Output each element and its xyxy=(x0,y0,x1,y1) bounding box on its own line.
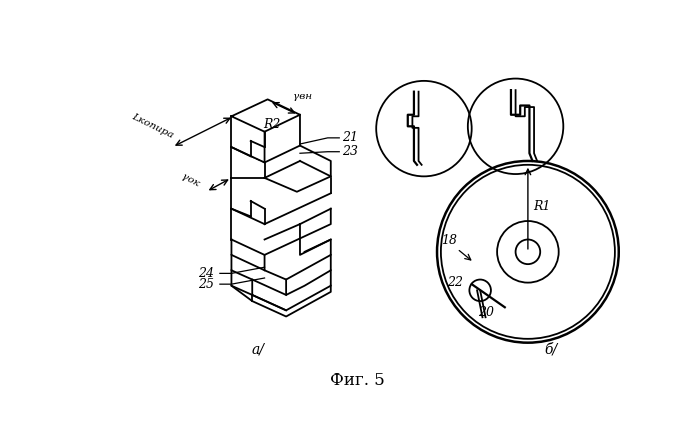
Text: R2: R2 xyxy=(263,118,280,131)
Text: 25: 25 xyxy=(198,278,214,291)
Text: 21: 21 xyxy=(341,132,357,144)
Text: 24: 24 xyxy=(198,267,214,280)
Text: γвн: γвн xyxy=(293,92,312,101)
Text: б/: б/ xyxy=(544,342,558,357)
Text: 20: 20 xyxy=(478,307,494,319)
Text: γок: γок xyxy=(180,172,201,189)
Text: 22: 22 xyxy=(447,276,463,289)
Text: 23: 23 xyxy=(341,145,357,158)
Text: а/: а/ xyxy=(252,342,265,357)
Text: Фиг. 5: Фиг. 5 xyxy=(330,372,385,389)
Text: Lкопира: Lкопира xyxy=(130,113,174,140)
Text: R1: R1 xyxy=(533,200,551,213)
Text: 18: 18 xyxy=(441,234,457,247)
